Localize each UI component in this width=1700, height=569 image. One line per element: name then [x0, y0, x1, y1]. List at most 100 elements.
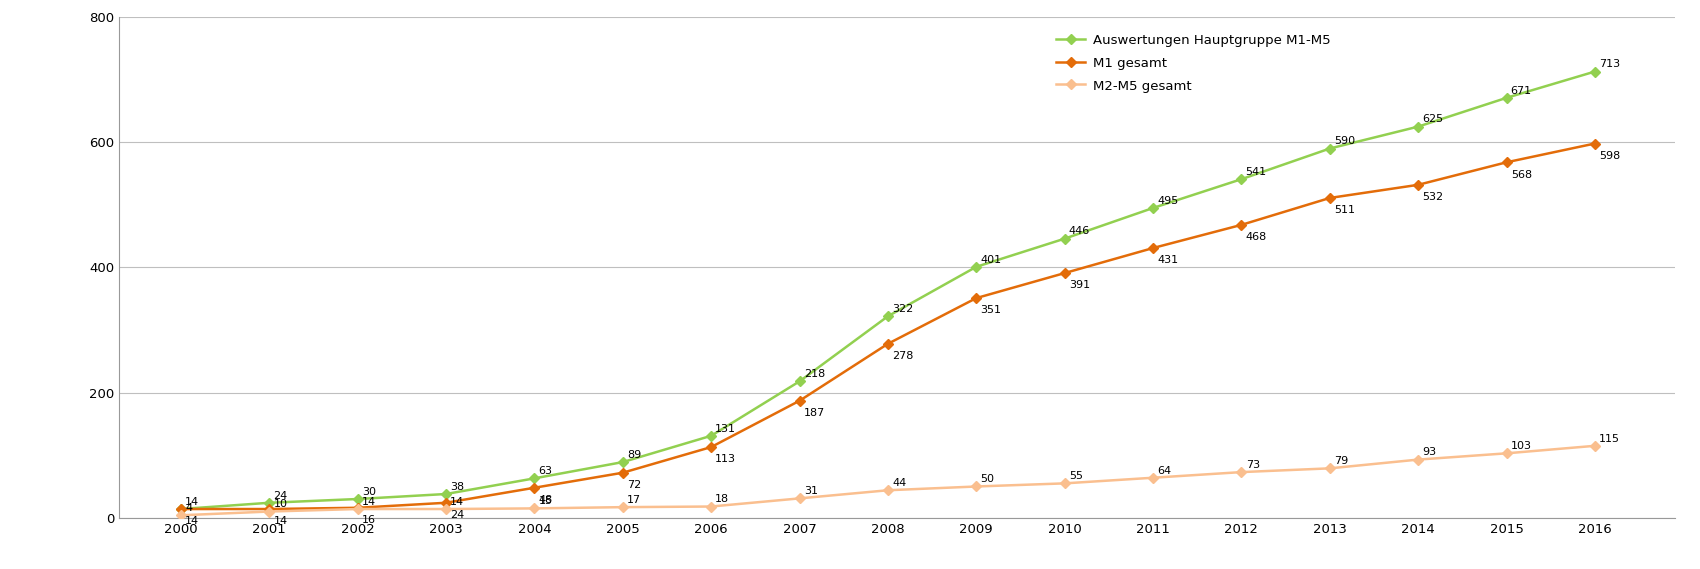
M2-M5 gesamt — [612, 504, 632, 510]
Text: 590: 590 — [1334, 137, 1355, 146]
M2-M5 gesamt — [435, 506, 456, 513]
Text: 713: 713 — [1600, 59, 1620, 69]
Text: 63: 63 — [539, 466, 552, 476]
Auswertungen Hauptgruppe M1-M5 — [435, 490, 456, 497]
M2-M5 gesamt — [966, 483, 986, 490]
Text: 187: 187 — [804, 408, 824, 418]
Text: 131: 131 — [716, 424, 736, 434]
Auswertungen Hauptgruppe M1-M5 — [966, 263, 986, 270]
M2-M5 gesamt — [877, 487, 898, 494]
Text: 495: 495 — [1158, 196, 1178, 206]
M1 gesamt — [1054, 270, 1074, 277]
Text: 625: 625 — [1423, 114, 1443, 125]
M2-M5 gesamt — [170, 512, 190, 519]
Text: 671: 671 — [1511, 86, 1532, 96]
Auswertungen Hauptgruppe M1-M5 — [1142, 205, 1163, 212]
Auswertungen Hauptgruppe M1-M5 — [789, 378, 809, 385]
M1 gesamt — [700, 444, 721, 451]
M1 gesamt — [258, 506, 279, 513]
M2-M5 gesamt — [1142, 475, 1163, 481]
Line: M2-M5 gesamt: M2-M5 gesamt — [177, 442, 1598, 519]
M1 gesamt — [877, 340, 898, 347]
M2-M5 gesamt — [1054, 480, 1074, 487]
Text: 48: 48 — [539, 495, 552, 505]
Text: 322: 322 — [892, 304, 913, 314]
Auswertungen Hauptgruppe M1-M5 — [524, 475, 544, 482]
M2-M5 gesamt — [1496, 450, 1516, 457]
M2-M5 gesamt — [1408, 456, 1428, 463]
Text: 15: 15 — [539, 496, 552, 506]
Text: 17: 17 — [627, 495, 641, 505]
Text: 24: 24 — [450, 510, 464, 520]
M1 gesamt — [435, 500, 456, 506]
Text: 468: 468 — [1246, 232, 1266, 242]
Text: 218: 218 — [804, 369, 824, 379]
Text: 55: 55 — [1069, 471, 1083, 481]
Text: 30: 30 — [362, 487, 376, 497]
Text: 10: 10 — [274, 500, 287, 509]
M2-M5 gesamt — [1231, 469, 1251, 476]
Line: M1 gesamt: M1 gesamt — [177, 140, 1598, 513]
Text: 401: 401 — [981, 255, 1001, 265]
M1 gesamt — [1142, 245, 1163, 251]
M1 gesamt — [789, 397, 809, 404]
Text: 93: 93 — [1423, 447, 1436, 457]
Text: 18: 18 — [716, 494, 729, 504]
Text: 14: 14 — [185, 497, 199, 507]
Text: 431: 431 — [1158, 255, 1178, 265]
Auswertungen Hauptgruppe M1-M5 — [1584, 68, 1605, 75]
Auswertungen Hauptgruppe M1-M5 — [1408, 123, 1428, 130]
Text: 446: 446 — [1069, 226, 1090, 237]
Text: 391: 391 — [1069, 281, 1090, 290]
M2-M5 gesamt — [524, 505, 544, 512]
Text: 598: 598 — [1600, 151, 1620, 161]
Text: 31: 31 — [804, 486, 818, 496]
Text: 115: 115 — [1600, 434, 1620, 444]
Text: 14: 14 — [450, 497, 464, 507]
Text: 24: 24 — [274, 490, 287, 501]
M1 gesamt — [170, 506, 190, 513]
Auswertungen Hauptgruppe M1-M5 — [877, 313, 898, 320]
Text: 351: 351 — [981, 306, 1001, 315]
M2-M5 gesamt — [789, 495, 809, 502]
Text: 113: 113 — [716, 454, 736, 464]
M1 gesamt — [1584, 140, 1605, 147]
Text: 38: 38 — [450, 482, 464, 492]
Text: 568: 568 — [1511, 170, 1532, 180]
Text: 14: 14 — [274, 516, 287, 526]
M2-M5 gesamt — [1319, 465, 1340, 472]
Auswertungen Hauptgruppe M1-M5 — [612, 459, 632, 465]
M2-M5 gesamt — [258, 508, 279, 515]
M1 gesamt — [1496, 159, 1516, 166]
Auswertungen Hauptgruppe M1-M5 — [700, 432, 721, 439]
Text: 50: 50 — [981, 475, 994, 484]
M1 gesamt — [1319, 195, 1340, 201]
M1 gesamt — [1408, 182, 1428, 188]
Text: 72: 72 — [627, 480, 641, 490]
Text: 64: 64 — [1158, 465, 1171, 476]
M1 gesamt — [1231, 221, 1251, 228]
M1 gesamt — [966, 295, 986, 302]
Text: 511: 511 — [1334, 205, 1355, 215]
Text: 541: 541 — [1246, 167, 1266, 177]
Text: 44: 44 — [892, 478, 906, 488]
Text: 278: 278 — [892, 351, 913, 361]
Auswertungen Hauptgruppe M1-M5 — [1319, 145, 1340, 152]
Text: 4: 4 — [185, 503, 192, 513]
Auswertungen Hauptgruppe M1-M5 — [347, 496, 367, 502]
Auswertungen Hauptgruppe M1-M5 — [1231, 176, 1251, 183]
Text: 14: 14 — [362, 497, 376, 507]
Text: 16: 16 — [362, 515, 376, 525]
Auswertungen Hauptgruppe M1-M5 — [258, 500, 279, 506]
Text: 532: 532 — [1423, 192, 1443, 202]
M2-M5 gesamt — [1584, 443, 1605, 450]
M2-M5 gesamt — [700, 503, 721, 510]
Auswertungen Hauptgruppe M1-M5 — [1496, 94, 1516, 101]
Auswertungen Hauptgruppe M1-M5 — [1054, 235, 1074, 242]
Text: 73: 73 — [1246, 460, 1260, 470]
M1 gesamt — [612, 469, 632, 476]
Line: Auswertungen Hauptgruppe M1-M5: Auswertungen Hauptgruppe M1-M5 — [177, 68, 1598, 513]
Legend: Auswertungen Hauptgruppe M1-M5, M1 gesamt, M2-M5 gesamt: Auswertungen Hauptgruppe M1-M5, M1 gesam… — [1051, 28, 1336, 98]
Text: 103: 103 — [1511, 441, 1532, 451]
M2-M5 gesamt — [347, 506, 367, 513]
